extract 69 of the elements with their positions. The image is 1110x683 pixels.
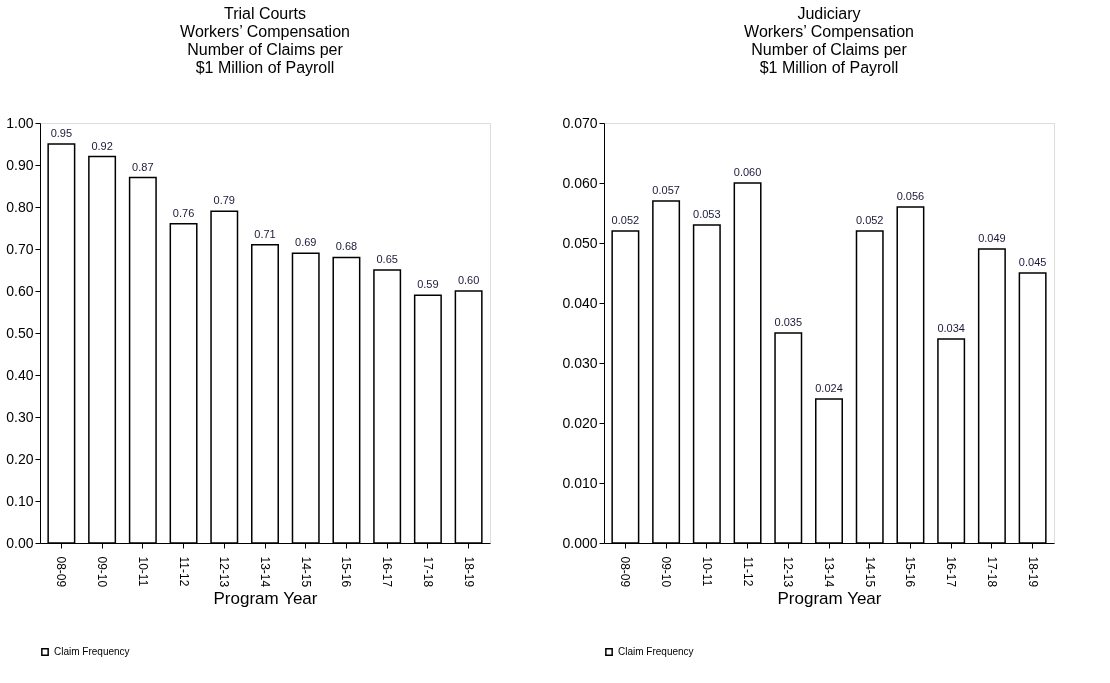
x-tick-label: 18-19: [461, 556, 476, 588]
data-label: 0.65: [376, 253, 398, 265]
y-tick-label: 0.070: [562, 114, 598, 131]
x-tick-label: 13-14: [258, 556, 272, 588]
data-label: 0.60: [457, 274, 480, 286]
x-tick-label: 11-12: [176, 556, 191, 587]
data-label: 0.060: [733, 166, 762, 178]
x-tick-label: 09-10: [659, 556, 674, 588]
x-tick-label: 11-12: [740, 556, 755, 587]
y-tick-label: 0.40: [6, 366, 34, 383]
x-tick-label: 15-16: [339, 556, 354, 588]
y-tick-label: 0.040: [562, 294, 598, 311]
x-axis-title: Program Year: [213, 589, 318, 609]
x-tick-label: 10-11: [699, 556, 714, 587]
data-label: 0.049: [978, 232, 1006, 244]
x-tick-label: 17-18: [984, 556, 999, 588]
chart-title: Judiciary Workers’ Compensation Number of Claims per $1 Million of Payroll: [744, 5, 914, 76]
data-label: 0.92: [91, 139, 113, 152]
data-label: 0.056: [896, 190, 925, 202]
x-tick-label: 17-18: [420, 556, 435, 588]
data-label: 0.024: [815, 382, 843, 394]
y-tick-label: 0.20: [6, 450, 34, 467]
y-tick-label: 0.00: [6, 534, 34, 551]
legend-label: Claim Frequency: [618, 646, 694, 657]
data-label: 0.035: [774, 316, 803, 328]
data-label: 0.045: [1018, 256, 1047, 268]
y-tick-label: 0.70: [6, 240, 34, 257]
legend-label: Claim Frequency: [54, 646, 130, 657]
x-tick-label: 16-17: [944, 556, 959, 588]
x-tick-label: 14-15: [862, 556, 877, 588]
y-tick-label: 0.010: [562, 474, 598, 491]
chart-title: Trial Courts Workers’ Compensation Number of Claims per $1 Million of Payroll: [180, 5, 350, 76]
data-label: 0.76: [172, 206, 195, 219]
y-tick-label: 0.80: [6, 198, 34, 215]
data-label: 0.69: [295, 236, 317, 249]
x-tick-label: 12-13: [217, 556, 232, 588]
data-label: 0.052: [611, 214, 640, 226]
data-label: 0.71: [254, 227, 276, 240]
y-tick-label: 0.020: [562, 414, 598, 431]
y-tick-label: 0.000: [562, 534, 598, 551]
y-tick-label: 0.60: [6, 282, 34, 299]
data-label: 0.034: [937, 322, 965, 334]
x-tick-label: 13-14: [822, 556, 836, 588]
y-tick-label: 0.050: [562, 234, 598, 251]
y-tick-label: 0.90: [6, 156, 34, 173]
x-tick-label: 14-15: [298, 556, 313, 588]
x-tick-label: 12-13: [781, 556, 796, 588]
data-label: 0.053: [693, 208, 721, 220]
data-label: 0.59: [417, 278, 439, 291]
x-tick-label: 18-19: [1025, 556, 1040, 588]
data-label: 0.87: [132, 160, 154, 173]
x-tick-label: 16-17: [380, 556, 395, 588]
y-tick-label: 0.030: [562, 354, 598, 371]
x-tick-label: 15-16: [903, 556, 918, 588]
x-tick-label: 09-10: [95, 556, 110, 588]
y-tick-label: 1.00: [6, 114, 34, 131]
data-label: 0.79: [213, 194, 235, 207]
data-label: 0.95: [50, 127, 73, 139]
x-tick-label: 10-11: [135, 556, 150, 587]
x-tick-label: 08-09: [54, 556, 69, 588]
y-tick-label: 0.30: [6, 408, 34, 425]
y-tick-label: 0.50: [6, 324, 34, 341]
data-label: 0.68: [335, 240, 358, 253]
x-axis-title: Program Year: [777, 589, 882, 609]
y-tick-label: 0.10: [6, 492, 34, 509]
data-label: 0.057: [652, 184, 680, 196]
data-label: 0.052: [855, 214, 884, 226]
x-tick-label: 08-09: [618, 556, 633, 588]
y-tick-label: 0.060: [562, 174, 598, 191]
